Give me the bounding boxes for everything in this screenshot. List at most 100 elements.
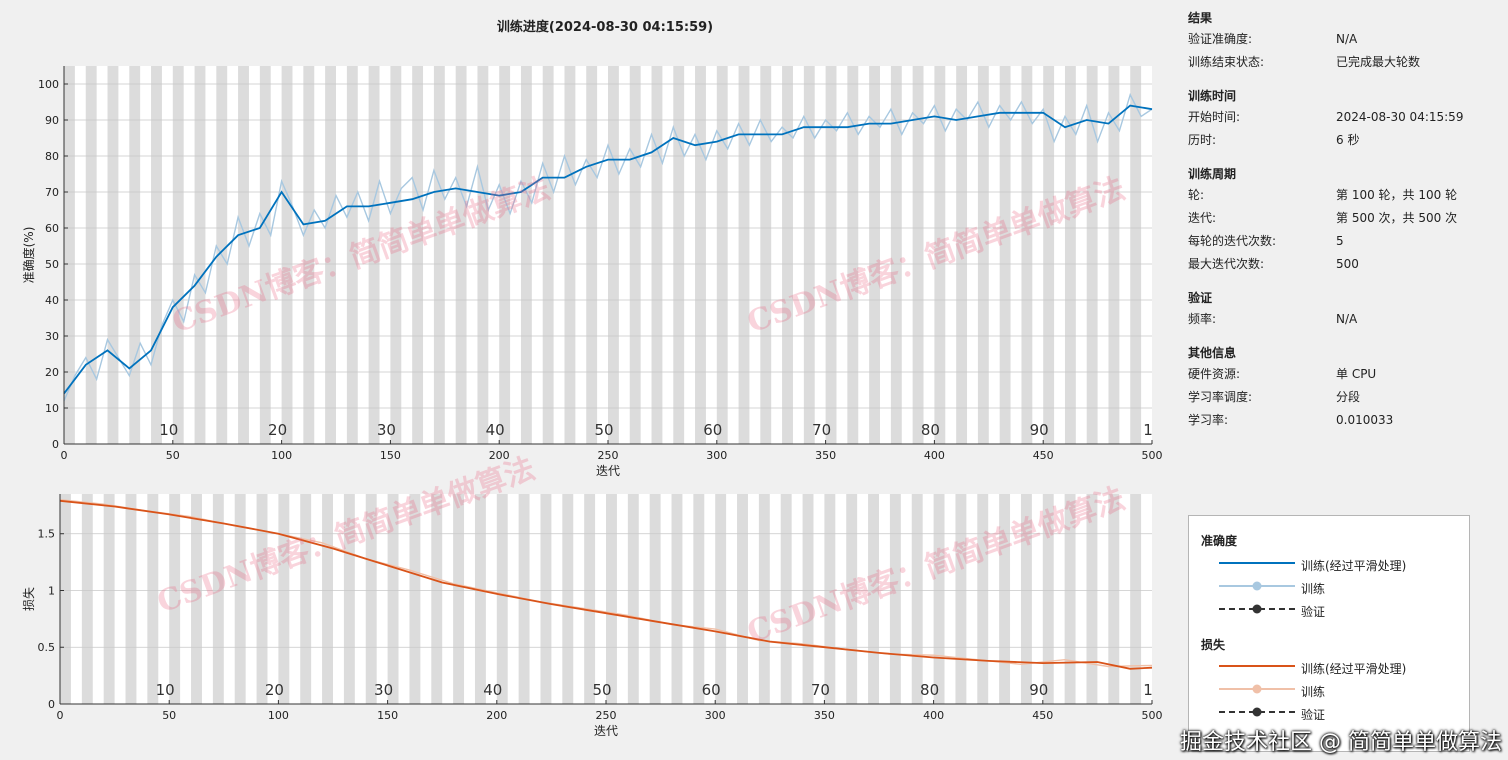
section-title: 其他信息 [1188, 346, 1237, 360]
epoch-band [955, 494, 967, 704]
x-tick-label: 450 [1033, 449, 1054, 462]
epoch-band [540, 494, 552, 704]
epoch-band [825, 66, 837, 444]
epoch-band [151, 66, 162, 444]
x-tick-label: 500 [1142, 449, 1163, 462]
epoch-label: 50 [594, 421, 613, 439]
epoch-band [234, 494, 246, 704]
section-title: 验证 [1188, 291, 1213, 305]
y-tick-label: 70 [45, 186, 59, 199]
x-tick-label: 400 [923, 709, 944, 722]
info-row: 开始时间: 2024-08-30 04:15:59 [1188, 106, 1488, 129]
y-tick-label: 0 [52, 438, 59, 451]
epoch-band [125, 494, 137, 704]
epoch-band [738, 66, 750, 444]
y-tick-label: 50 [45, 258, 59, 271]
epoch-band [629, 66, 641, 444]
epoch-label: 90 [1030, 421, 1049, 439]
x-tick-label: 400 [924, 449, 945, 462]
x-tick-label: 150 [377, 709, 398, 722]
epoch-band [1021, 66, 1033, 444]
info-key: 频率: [1188, 312, 1217, 326]
epoch-band [1086, 66, 1098, 444]
epoch-band [695, 66, 706, 444]
epoch-band [562, 494, 574, 704]
y-tick-label: 40 [45, 294, 59, 307]
y-tick-label: 0 [48, 698, 55, 711]
epoch-band [977, 66, 989, 444]
epoch-band [169, 494, 181, 704]
epoch-label: 30 [374, 681, 393, 699]
epoch-band [387, 494, 399, 704]
epoch-band [412, 66, 424, 444]
legend-accuracy-title: 准确度 [1201, 534, 1238, 548]
epoch-band [1042, 494, 1054, 704]
legend-loss-train: 训练 [1205, 680, 1465, 700]
epoch-band [586, 66, 598, 444]
epoch-band [802, 494, 814, 704]
epoch-band [191, 494, 202, 704]
info-key: 学习率调度: [1188, 390, 1253, 404]
x-tick-label: 500 [1142, 709, 1163, 722]
epoch-band [172, 66, 184, 444]
info-value: N/A [1336, 32, 1358, 46]
x-tick-label: 100 [268, 709, 289, 722]
y-tick-label: 90 [45, 114, 59, 127]
legend-accuracy-train: 训练 [1205, 577, 1465, 597]
epoch-band [129, 66, 141, 444]
epoch-label: 40 [483, 681, 502, 699]
epoch-band [346, 66, 358, 444]
y-tick-label: 1 [48, 584, 55, 597]
x-tick-label: 350 [815, 449, 836, 462]
y-tick-label: 30 [45, 330, 59, 343]
x-tick-label: 200 [489, 449, 510, 462]
epoch-band [760, 66, 772, 444]
epoch-band [911, 494, 923, 704]
epoch-band [933, 494, 945, 704]
epoch-band [256, 494, 268, 704]
epoch-label: 20 [268, 421, 287, 439]
info-key: 训练结束状态: [1188, 55, 1265, 69]
info-key: 轮: [1188, 188, 1205, 202]
x-tick-label: 0 [57, 709, 64, 722]
epoch-band [1130, 494, 1142, 704]
epoch-band [390, 66, 402, 444]
epoch-band [107, 66, 119, 444]
epoch-band [847, 66, 859, 444]
info-value: 第 500 次，共 500 次 [1336, 211, 1458, 225]
epoch-band [368, 66, 380, 444]
section-title: 训练周期 [1188, 167, 1237, 181]
epoch-band [453, 494, 465, 704]
epoch-band [1108, 66, 1120, 444]
y-axis-label: 准确度(%) [21, 227, 36, 284]
y-tick-label: 1.5 [38, 528, 56, 541]
info-value: 分段 [1336, 390, 1361, 404]
epoch-band [103, 494, 115, 704]
epoch-band [1130, 66, 1142, 444]
epoch-label: 1 [1143, 681, 1153, 699]
epoch-label: 80 [921, 421, 940, 439]
epoch-band [1043, 66, 1055, 444]
y-tick-label: 20 [45, 366, 59, 379]
legend-loss-val: 验证 [1205, 703, 1465, 723]
y-tick-label: 10 [45, 402, 59, 415]
info-row: 学习率: 0.010033 [1188, 409, 1488, 432]
epoch-band [259, 66, 271, 444]
epoch-band [890, 66, 902, 444]
epoch-band [238, 66, 249, 444]
epoch-band [477, 66, 489, 444]
x-tick-label: 350 [814, 709, 835, 722]
info-value: 单 CPU [1336, 367, 1377, 381]
epoch-band [409, 494, 421, 704]
results-panel: 结果 验证准确度: N/A 训练结束状态: 已完成最大轮数 训练时间 开始时间: 2024-0… [1188, 8, 1488, 432]
epoch-band [281, 66, 293, 444]
epoch-band [606, 494, 617, 704]
x-tick-label: 100 [271, 449, 292, 462]
info-key: 每轮的迭代次数: [1188, 234, 1277, 248]
info-row: 历时: 6 秒 [1188, 129, 1488, 152]
epoch-band [651, 66, 663, 444]
epoch-band [325, 66, 336, 444]
info-row: 训练结束状态: 已完成最大轮数 [1188, 51, 1488, 74]
info-value: 已完成最大轮数 [1336, 55, 1421, 69]
legend-accuracy-smoothed: 训练(经过平滑处理) [1219, 559, 1407, 573]
